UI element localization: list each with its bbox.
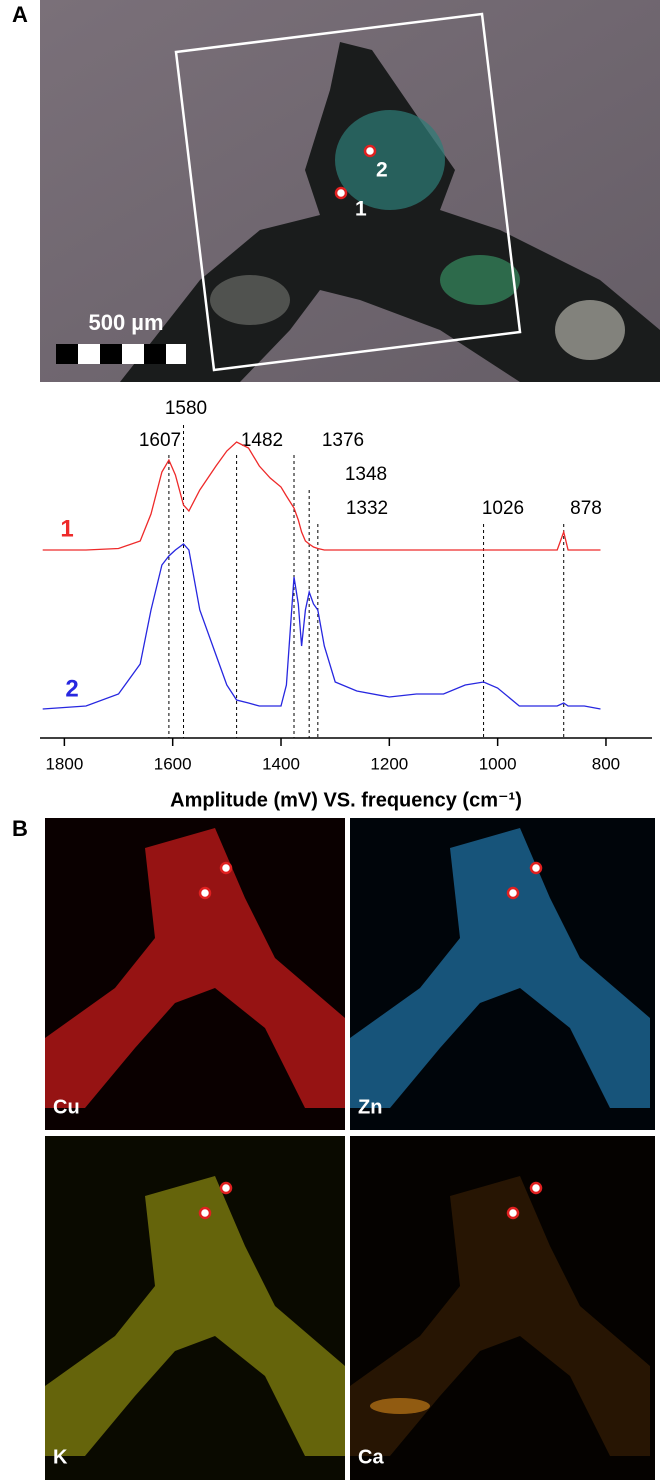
sample-patch	[335, 110, 445, 210]
peak-label: 1332	[346, 498, 388, 519]
point-marker	[198, 886, 212, 900]
point-label: 2	[376, 159, 388, 182]
panel-label: A	[12, 2, 28, 27]
scale-bar	[56, 344, 186, 364]
sample-patch	[440, 255, 520, 305]
element-label: K	[53, 1446, 68, 1468]
element-label: Cu	[53, 1096, 80, 1118]
panel-label: B	[12, 816, 28, 841]
map-zn: Zn	[350, 818, 655, 1130]
sample-patch	[210, 275, 290, 325]
sample-patch	[555, 300, 625, 360]
point-marker	[219, 861, 233, 875]
element-label: Ca	[358, 1446, 384, 1468]
peak-label: 1607	[139, 430, 181, 451]
spectrum-line	[42, 543, 601, 710]
x-tick-label: 1000	[479, 754, 517, 773]
scale-bar-seg	[56, 344, 78, 364]
x-tick-label: 1600	[154, 754, 192, 773]
point-marker	[198, 1206, 212, 1220]
point-label: 1	[355, 198, 367, 221]
series-label: 1	[60, 515, 73, 542]
sample	[120, 42, 660, 382]
map-ca: Ca	[350, 1136, 655, 1480]
point-marker	[506, 1206, 520, 1220]
spectrum-line	[42, 441, 601, 551]
x-tick-label: 1200	[370, 754, 408, 773]
peak-label: 878	[570, 498, 602, 519]
peak-label: 1376	[322, 430, 364, 451]
spectrum-chart: Amplitude (mV) VS. frequency (cm⁻¹) 1800…	[40, 398, 652, 811]
x-tick-label: 800	[592, 754, 620, 773]
scale-bar-seg	[144, 344, 166, 364]
point-marker	[363, 144, 377, 158]
x-tick-label: 1400	[262, 754, 300, 773]
map-k: K	[45, 1136, 345, 1480]
point-marker	[529, 861, 543, 875]
element-label: Zn	[358, 1096, 382, 1118]
point-marker	[219, 1181, 233, 1195]
series-label: 2	[65, 675, 78, 702]
x-axis-title: Amplitude (mV) VS. frequency (cm⁻¹)	[170, 789, 522, 811]
peak-label: 1026	[482, 498, 524, 519]
peak-label: 1348	[345, 464, 387, 485]
scale-bar-seg	[100, 344, 122, 364]
peak-label: 1482	[241, 430, 283, 451]
point-marker	[334, 186, 348, 200]
scale-bar-label: 500 µm	[88, 310, 163, 335]
peak-label: 1580	[165, 398, 207, 419]
point-marker	[506, 886, 520, 900]
map-cu: Cu	[45, 818, 345, 1130]
point-marker	[529, 1181, 543, 1195]
roi-box	[174, 12, 522, 372]
element-spot	[370, 1398, 430, 1414]
x-tick-label: 1800	[45, 754, 83, 773]
